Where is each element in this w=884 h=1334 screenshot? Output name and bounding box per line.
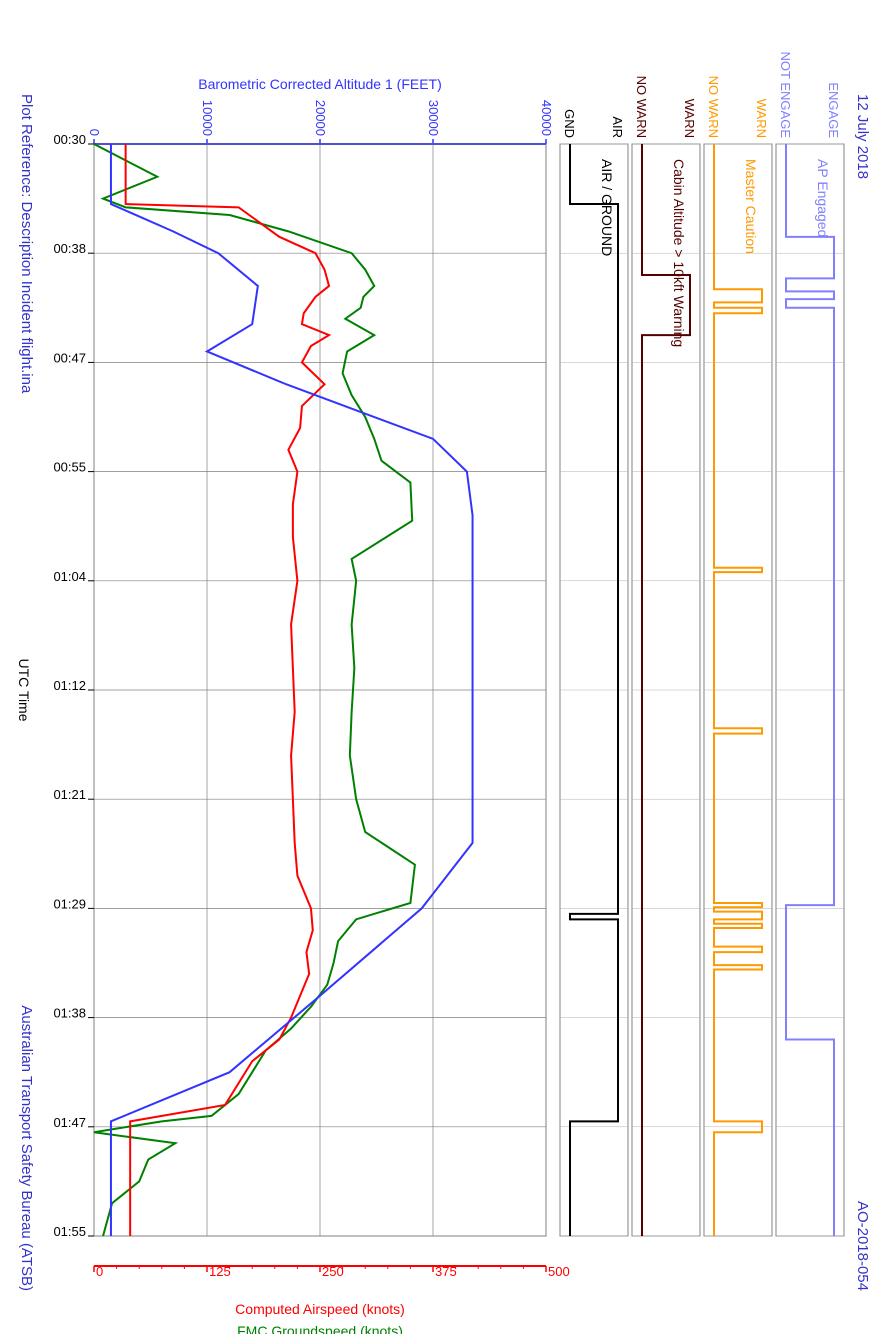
strip-hi-label: WARN [754, 99, 769, 138]
chart-container: 12 July 2018 AO-2018-054 ENGAGE NOT ENGAGE A… [0, 0, 884, 1334]
strip-label: Master Caution [743, 159, 759, 254]
yaxis-left-label: Barometric Corrected Altitude 1 (FEET) [198, 76, 442, 92]
xaxis-tick-label: 00:55 [53, 460, 86, 475]
yaxis-right-tick: 375 [435, 1264, 457, 1279]
header-date: 12 July 2018 [854, 94, 871, 179]
xaxis-tick-label: 01:29 [53, 896, 86, 911]
footer-left: Plot Reference: Description Incident fli… [18, 94, 35, 394]
strip-hi-label: WARN [682, 99, 697, 138]
xaxis-tick-label: 00:30 [53, 132, 86, 147]
yaxis-right-tick: 250 [322, 1264, 344, 1279]
yaxis-tick: 0 [87, 129, 102, 136]
strip-lo-label: NO WARN [706, 76, 721, 138]
xaxis-tick-label: 01:21 [53, 787, 86, 802]
strip-label: Cabin Altitude > 10kft Warning [671, 159, 687, 347]
strip-lo-label: NO WARN [634, 76, 649, 138]
xaxis-tick-label: 00:38 [53, 241, 86, 256]
strip-label: AIR / GROUND [599, 159, 615, 256]
footer-right: Australian Transport Safety Bureau (ATSB… [18, 1005, 35, 1291]
yaxis-tick: 20000 [313, 100, 328, 136]
strip-lo-label: NOT ENGAGE [778, 52, 793, 139]
xaxis-tick-label: 01:55 [53, 1224, 86, 1239]
header-id: AO-2018-054 [854, 1201, 871, 1291]
strip-hi-label: AIR [610, 116, 625, 138]
xaxis-tick-label: 01:04 [53, 569, 86, 584]
xaxis-label: UTC Time [16, 659, 32, 722]
xaxis-tick-label: 01:12 [53, 678, 86, 693]
yaxis-tick: 10000 [200, 100, 215, 136]
yaxis-right-tick: 0 [96, 1264, 103, 1279]
chart-svg: 12 July 2018 AO-2018-054 ENGAGE NOT ENGAGE A… [0, 0, 884, 1334]
strip-label: AP Engaged [815, 159, 831, 237]
yaxis-tick: 30000 [426, 100, 441, 136]
xaxis-tick-label: 01:47 [53, 1115, 86, 1130]
xaxis-tick-label: 00:47 [53, 350, 86, 365]
strip-lo-label: GND [562, 109, 577, 138]
yaxis-right-label: FMC Groundspeed (knots) [237, 1323, 403, 1334]
yaxis-right-tick: 125 [209, 1264, 231, 1279]
yaxis-tick: 40000 [539, 100, 554, 136]
yaxis-right-tick: 500 [548, 1264, 570, 1279]
xaxis-tick-label: 01:38 [53, 1006, 86, 1021]
yaxis-right-label: Computed Airspeed (knots) [235, 1301, 405, 1317]
strip-hi-label: ENGAGE [826, 82, 841, 138]
